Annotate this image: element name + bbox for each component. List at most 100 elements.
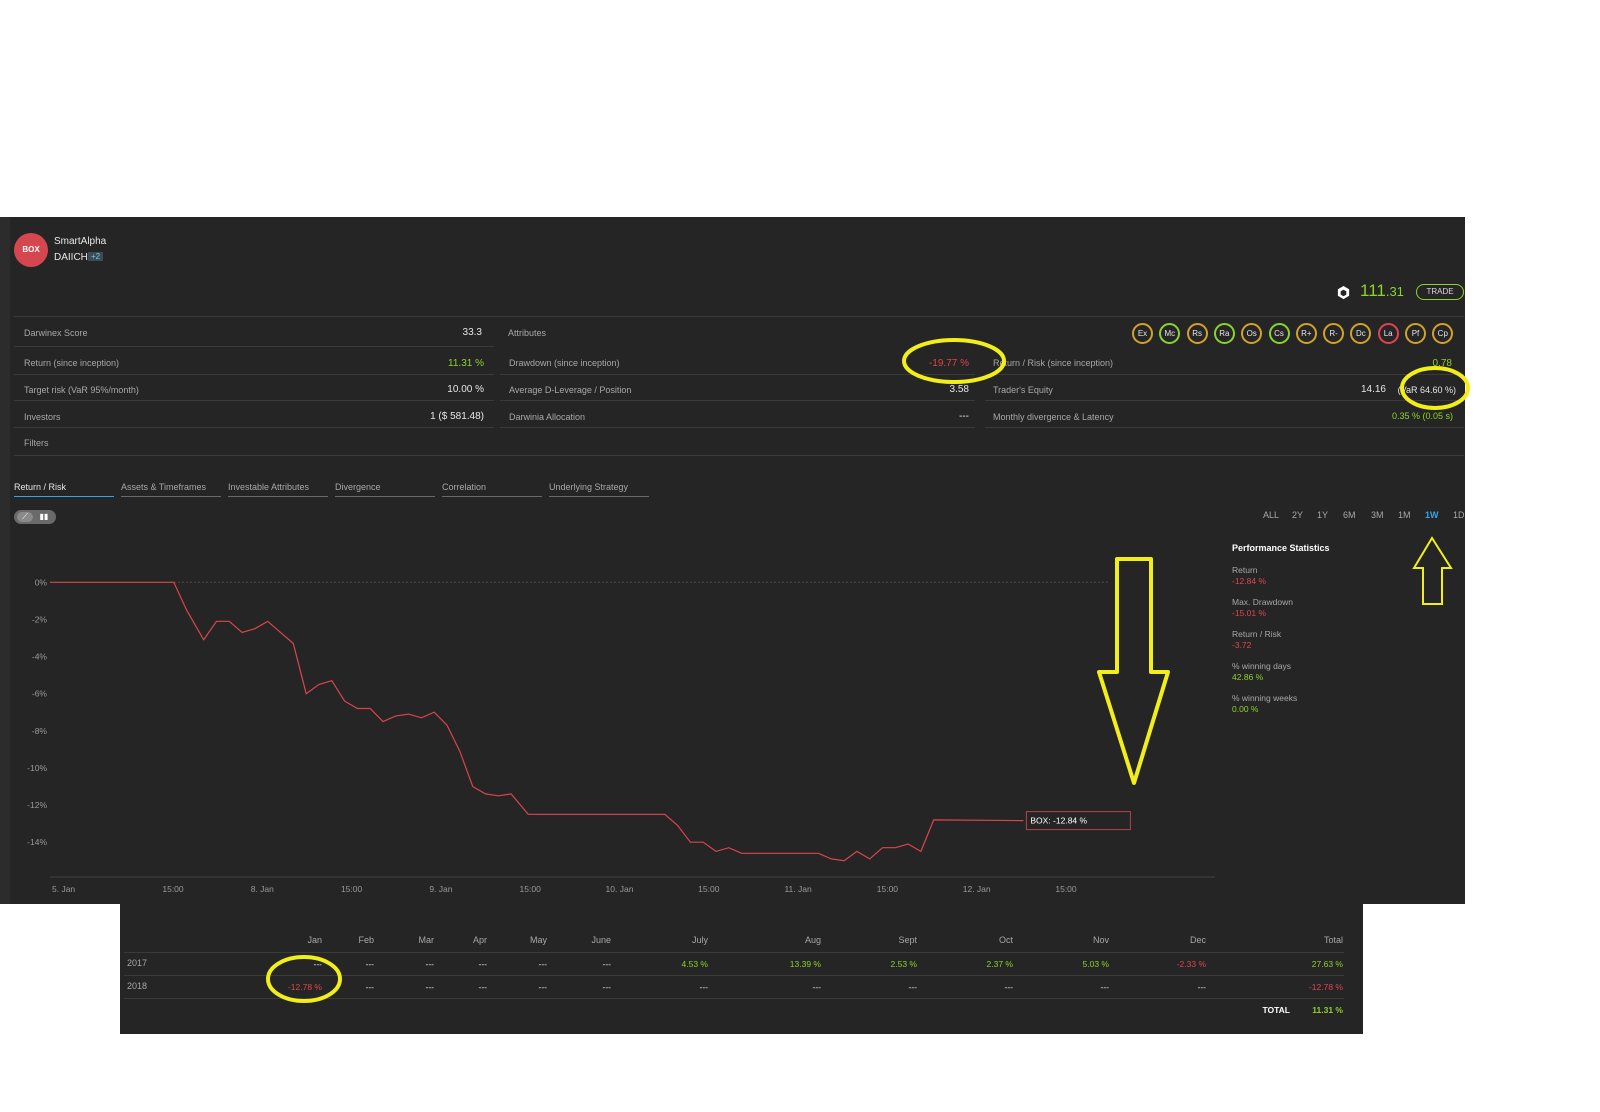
y-tick-label: -4% [32, 652, 48, 662]
y-tick-label: -6% [32, 689, 48, 699]
attribute-badge-label: Os [1246, 329, 1257, 338]
month-header: Aug [804, 935, 821, 945]
attribute-badge-rminus[interactable]: R- [1323, 323, 1345, 344]
trader-name[interactable]: DAIICHI [54, 252, 91, 263]
range-6m[interactable]: 6M [1343, 510, 1356, 520]
attribute-badges: Ex Mc Rs Ra Os Cs R+ R- Dc La Pf Cp [1132, 323, 1462, 345]
plus-badge[interactable]: +2 [88, 252, 104, 261]
month-cell: -12.78 % [287, 982, 322, 992]
allocation-label: Darwinia Allocation [509, 412, 586, 422]
chart-type-toggle[interactable]: ⟋ ▮▮ [14, 510, 56, 524]
attribute-badge-rs[interactable]: Rs [1186, 323, 1208, 344]
x-tick-label: 5. Jan [52, 884, 75, 894]
month-cell: 27.63 % [1311, 959, 1343, 969]
leverage-value: 3.58 [949, 384, 969, 395]
attribute-badge-label: R+ [1301, 329, 1312, 338]
tab-assets-timeframes[interactable]: Assets & Timeframes [121, 482, 221, 497]
attribute-badge-label: Mc [1164, 329, 1176, 338]
year-label: 2018 [127, 981, 148, 991]
range-1y[interactable]: 1Y [1317, 510, 1329, 520]
tab-divergence[interactable]: Divergence [335, 482, 435, 497]
month-header: June [591, 935, 611, 945]
allocation-value: --- [959, 411, 969, 422]
y-tick-label: -10% [27, 763, 47, 773]
attribute-badge-ex[interactable]: Ex [1132, 323, 1153, 344]
attribute-badge-label: Pf [1411, 329, 1420, 338]
divider [14, 455, 1464, 456]
month-header: Sept [898, 935, 917, 945]
investors-label: Investors [24, 412, 61, 422]
attribute-badge-mc[interactable]: Mc [1159, 323, 1181, 344]
end-label-box [1025, 811, 1131, 831]
equity-label: Trader's Equity [993, 385, 1053, 395]
divider [14, 400, 494, 401]
month-header: Total [1323, 935, 1343, 945]
return-chart[interactable]: 0% -2% -4% -6% -8% -10% -12% -14% 5. Jan 15:00 8. … [0, 540, 1230, 902]
range-1w[interactable]: 1W [1425, 510, 1439, 520]
attribute-badge-cs[interactable]: Cs [1268, 323, 1290, 344]
attribute-badge-label: Cs [1274, 329, 1284, 338]
range-1d[interactable]: 1D [1453, 510, 1465, 520]
return-label: Return (since inception) [24, 358, 120, 368]
x-tick-label: 15:00 [520, 884, 542, 894]
filters-label[interactable]: Filters [24, 438, 49, 448]
darwinex-score-label: Darwinex Score [24, 328, 88, 338]
divider [14, 427, 494, 428]
attribute-badge-rplus[interactable]: R+ [1295, 323, 1317, 344]
return-risk-value: 0.78 [1432, 358, 1452, 369]
month-cell: --- [478, 959, 488, 969]
attribute-badge-cp[interactable]: Cp [1432, 323, 1454, 344]
attribute-badge-dc[interactable]: Dc [1350, 323, 1372, 344]
target-risk-label: Target risk (VaR 95%/month) [24, 385, 139, 395]
stat-label: Max. Drawdown [1232, 597, 1293, 607]
stat-value: -15.01 % [1232, 608, 1267, 618]
line-chart-icon[interactable]: ⟋ [17, 512, 33, 522]
equity-value: 14.16 [1360, 384, 1386, 395]
attribute-badge-pf[interactable]: Pf [1405, 323, 1426, 344]
equity-var: (VaR 64.60 %) [1397, 385, 1456, 395]
attribute-badge-ra[interactable]: Ra [1213, 323, 1235, 344]
annotation-arrow-up [1412, 536, 1453, 605]
trade-button[interactable]: TRADE [1416, 284, 1464, 300]
month-cell: 5.03 % [1082, 959, 1109, 969]
target-risk-value: 10.00 % [447, 384, 484, 395]
month-cell: --- [812, 982, 822, 992]
range-3m[interactable]: 3M [1371, 510, 1384, 520]
divider [500, 374, 975, 375]
attribute-badge-la[interactable]: La [1377, 323, 1399, 344]
month-cell: 13.39 % [789, 959, 821, 969]
month-header: Dec [1189, 935, 1206, 945]
attribute-badge-label: Ra [1219, 329, 1230, 338]
year-label: 2017 [127, 958, 148, 968]
left-strip [0, 217, 10, 904]
attribute-badge-os[interactable]: Os [1241, 323, 1263, 344]
tab-underlying-strategy[interactable]: Underlying Strategy [549, 482, 649, 497]
range-2y[interactable]: 2Y [1292, 510, 1304, 520]
x-tick-label: 10. Jan [606, 884, 634, 894]
bar-chart-icon[interactable]: ▮▮ [39, 512, 49, 521]
month-cell: --- [478, 982, 488, 992]
y-tick-label: -8% [32, 726, 48, 736]
tab-return-risk[interactable]: Return / Risk [14, 482, 114, 497]
month-cell: --- [1197, 982, 1207, 992]
tab-correlation[interactable]: Correlation [442, 482, 542, 497]
x-tick-label: 15:00 [162, 884, 184, 894]
month-cell: -12.78 % [1308, 982, 1343, 992]
divider [124, 998, 1344, 999]
range-all[interactable]: ALL [1263, 510, 1280, 520]
divider [985, 374, 1464, 375]
investors-value: 1 ($ 581.48) [430, 411, 484, 422]
month-cell: --- [538, 982, 548, 992]
tab-investable-attributes[interactable]: Investable Attributes [228, 482, 328, 497]
annotation-circle [266, 955, 342, 1003]
x-tick-label: 15:00 [698, 884, 720, 894]
month-cell: --- [699, 982, 709, 992]
series-line-box[interactable] [50, 581, 1024, 862]
annotation-circle [902, 338, 1006, 384]
range-1m[interactable]: 1M [1398, 510, 1411, 520]
stat-label: % winning days [1232, 661, 1292, 671]
strategy-name[interactable]: SmartAlpha [54, 236, 107, 247]
stat-label: Return [1232, 565, 1258, 575]
total-value: 11.31 % [1312, 1005, 1343, 1015]
annotation-circle [1400, 366, 1470, 410]
